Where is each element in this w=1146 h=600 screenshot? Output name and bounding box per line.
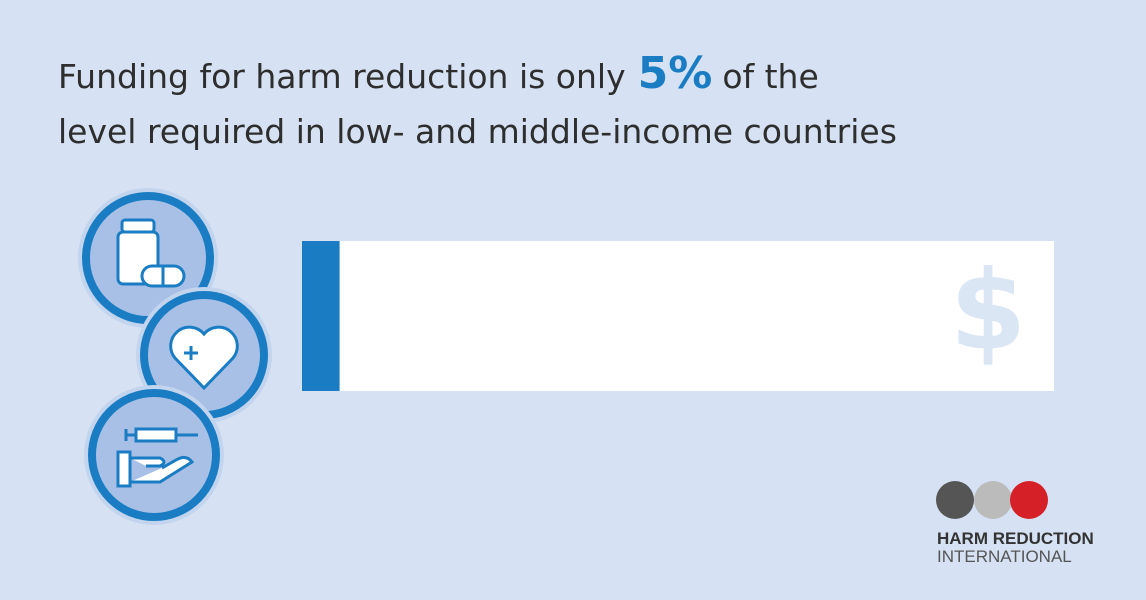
- value-label: 5%: [638, 48, 713, 99]
- bar: [302, 241, 340, 391]
- title-text: Funding for harm reduction is only: [58, 57, 626, 96]
- bar-track: [302, 241, 1054, 391]
- logo-text: INTERNATIONAL: [937, 547, 1072, 566]
- logo-text: HARM REDUCTION: [937, 529, 1094, 548]
- dollar-icon: $: [950, 246, 1027, 374]
- icons: [78, 188, 272, 525]
- title: Funding for harm reduction is only 5% of t…: [58, 48, 819, 99]
- subtitle: level required in low- and middle-income…: [58, 112, 897, 151]
- title-text: of the: [722, 57, 818, 96]
- logo: HARM REDUCTION INTERNATIONAL: [936, 481, 1094, 566]
